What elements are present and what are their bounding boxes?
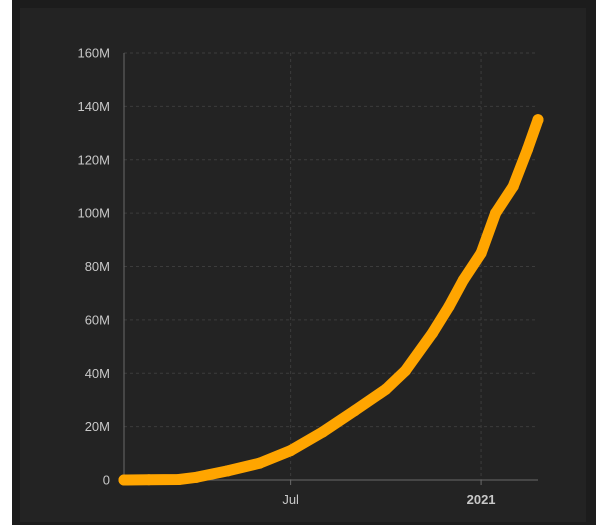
y-tick-label: 140M xyxy=(77,99,110,114)
data-point xyxy=(532,114,544,126)
axes: 0 20M 40M 60M 80M 100M 120M 140M 160M Jul 2021 xyxy=(77,46,538,507)
y-tick-label: 40M xyxy=(85,366,110,381)
y-tick-label: 80M xyxy=(85,259,110,274)
data-point xyxy=(400,365,412,377)
data-point xyxy=(143,474,155,486)
data-point xyxy=(443,301,455,313)
series-line xyxy=(118,114,544,486)
data-point xyxy=(426,327,438,339)
line-chart: 0 20M 40M 60M 80M 100M 120M 140M 160M Jul 2021 xyxy=(77,46,544,507)
y-tick-label: 120M xyxy=(77,152,110,167)
series-layer xyxy=(118,114,544,486)
data-point xyxy=(190,471,202,483)
y-tick-label: 20M xyxy=(85,419,110,434)
y-tick-label: 100M xyxy=(77,206,110,221)
data-point xyxy=(475,247,487,259)
chart-panel: 0 20M 40M 60M 80M 100M 120M 140M 160M Jul 2021 xyxy=(20,8,586,522)
data-point xyxy=(173,473,185,485)
y-tick-label: 60M xyxy=(85,312,110,327)
grid-lines xyxy=(124,52,538,480)
data-point xyxy=(507,180,519,192)
x-tick-label: 2021 xyxy=(467,492,496,507)
y-tick-label: 160M xyxy=(77,46,110,61)
data-point xyxy=(349,405,361,417)
y-tick-label: 0 xyxy=(103,473,110,488)
data-point xyxy=(118,474,130,486)
data-point xyxy=(522,143,534,155)
data-point xyxy=(254,457,266,469)
data-point xyxy=(317,426,329,438)
data-point xyxy=(222,465,233,477)
data-point xyxy=(285,445,297,457)
data-point xyxy=(457,274,469,286)
data-point xyxy=(380,383,392,395)
data-point xyxy=(490,207,502,219)
x-tick-label: Jul xyxy=(282,492,299,507)
